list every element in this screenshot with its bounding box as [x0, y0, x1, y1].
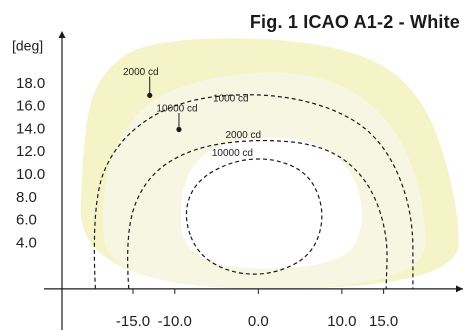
y-tick-label: 8.0 [16, 189, 37, 206]
y-tick-label: 18.0 [16, 75, 45, 92]
x-tick-label: -10.0 [158, 313, 192, 330]
filled-region-3 [180, 137, 362, 269]
contour-line-1 [93, 94, 414, 289]
y-tick-label: 16.0 [16, 98, 45, 115]
y-tick-label: 12.0 [16, 143, 45, 160]
contour-label-3: 10000 cd [212, 148, 253, 159]
y-axis-unit-label: [deg] [12, 38, 43, 54]
x-tick-label: -15.0 [116, 313, 150, 330]
x-axis-arrow [456, 285, 463, 293]
x-tick-label: 0.0 [248, 313, 269, 330]
annotation-label-1: 2000 cd [123, 67, 159, 78]
annotation-dot-2 [176, 126, 182, 133]
annotation-label-2: 10000 cd [156, 104, 197, 115]
y-axis-arrow [58, 31, 66, 38]
contour-label-2: 2000 cd [225, 130, 261, 141]
y-tick-label: 6.0 [16, 212, 37, 229]
y-tick-label: 10.0 [16, 166, 45, 183]
x-tick-label: 15.0 [369, 313, 398, 330]
chart-title: Fig. 1 ICAO A1-2 - White [249, 12, 460, 32]
contour-line-3 [185, 158, 323, 275]
y-tick-label: 4.0 [16, 234, 37, 251]
y-tick-label: 14.0 [16, 120, 45, 137]
x-tick-label: 10.0 [327, 313, 356, 330]
contour-label-1: 1000 cd [213, 93, 249, 104]
contour-line-2 [127, 139, 388, 289]
annotation-dot-1 [147, 92, 153, 98]
